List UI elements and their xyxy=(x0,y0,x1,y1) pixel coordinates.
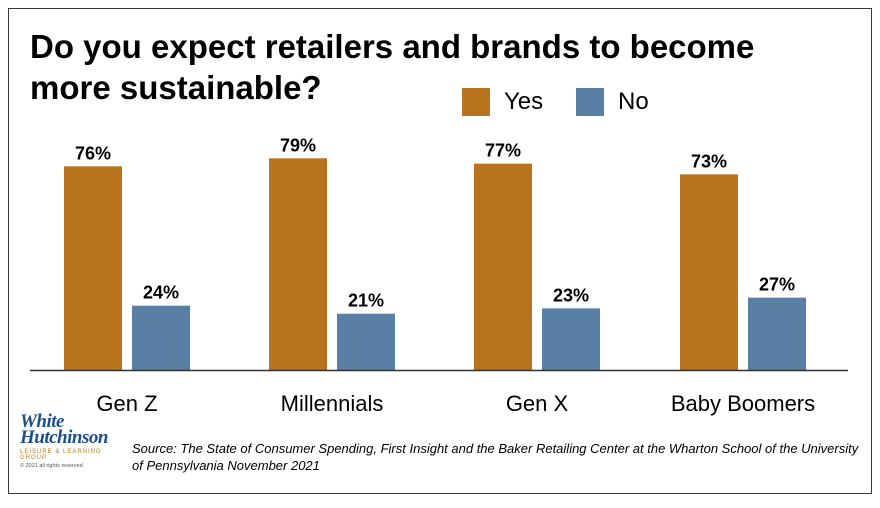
bar-yes-millennials xyxy=(269,158,327,370)
bar-yes-gen-x xyxy=(474,163,532,370)
legend-item-no: No xyxy=(576,88,649,116)
data-label-yes-gen-x: 77% xyxy=(485,141,521,161)
legend-label-no: No xyxy=(618,88,649,115)
bar-yes-baby-boomers xyxy=(680,174,738,370)
legend-label-yes: Yes xyxy=(504,88,544,115)
data-label-no-gen-z: 24% xyxy=(143,283,179,303)
source-note: Source: The State of Consumer Spending, … xyxy=(132,440,862,474)
data-label-no-millennials: 21% xyxy=(348,291,384,311)
data-label-yes-millennials: 79% xyxy=(280,135,316,155)
legend-swatch-no xyxy=(576,88,604,116)
company-logo: White Hutchinson LEISURE & LEARNING GROU… xyxy=(20,411,124,476)
data-label-no-gen-x: 23% xyxy=(553,285,589,305)
legend-item-yes: Yes xyxy=(462,88,543,116)
bar-no-gen-x xyxy=(542,308,600,370)
source-suffix: , First Insight and the Baker Retailing … xyxy=(132,441,859,473)
logo-tagline: LEISURE & LEARNING GROUP xyxy=(20,449,102,461)
category-label-gen-x: Gen X xyxy=(506,391,569,416)
bar-no-gen-z xyxy=(132,305,190,370)
bar-yes-gen-z xyxy=(64,166,122,370)
data-label-no-baby-boomers: 27% xyxy=(759,275,795,295)
bar-no-millennials xyxy=(337,313,395,370)
legend-swatch-yes xyxy=(462,88,490,116)
category-label-baby-boomers: Baby Boomers xyxy=(671,391,815,416)
category-label-gen-z: Gen Z xyxy=(96,391,157,416)
chart-title: Do you expect retailers and brands to be… xyxy=(30,28,755,106)
source-prefix: Source: The State of Consumer Spending xyxy=(132,441,374,456)
logo-line-1: White xyxy=(20,411,64,432)
data-label-yes-gen-z: 76% xyxy=(75,143,111,163)
logo-copyright: © 2021 all rights reserved xyxy=(20,463,83,469)
logo-line-2: Hutchinson xyxy=(20,427,108,448)
category-label-millennials: Millennials xyxy=(281,391,384,416)
data-label-yes-baby-boomers: 73% xyxy=(691,151,727,171)
bar-no-baby-boomers xyxy=(748,297,806,370)
